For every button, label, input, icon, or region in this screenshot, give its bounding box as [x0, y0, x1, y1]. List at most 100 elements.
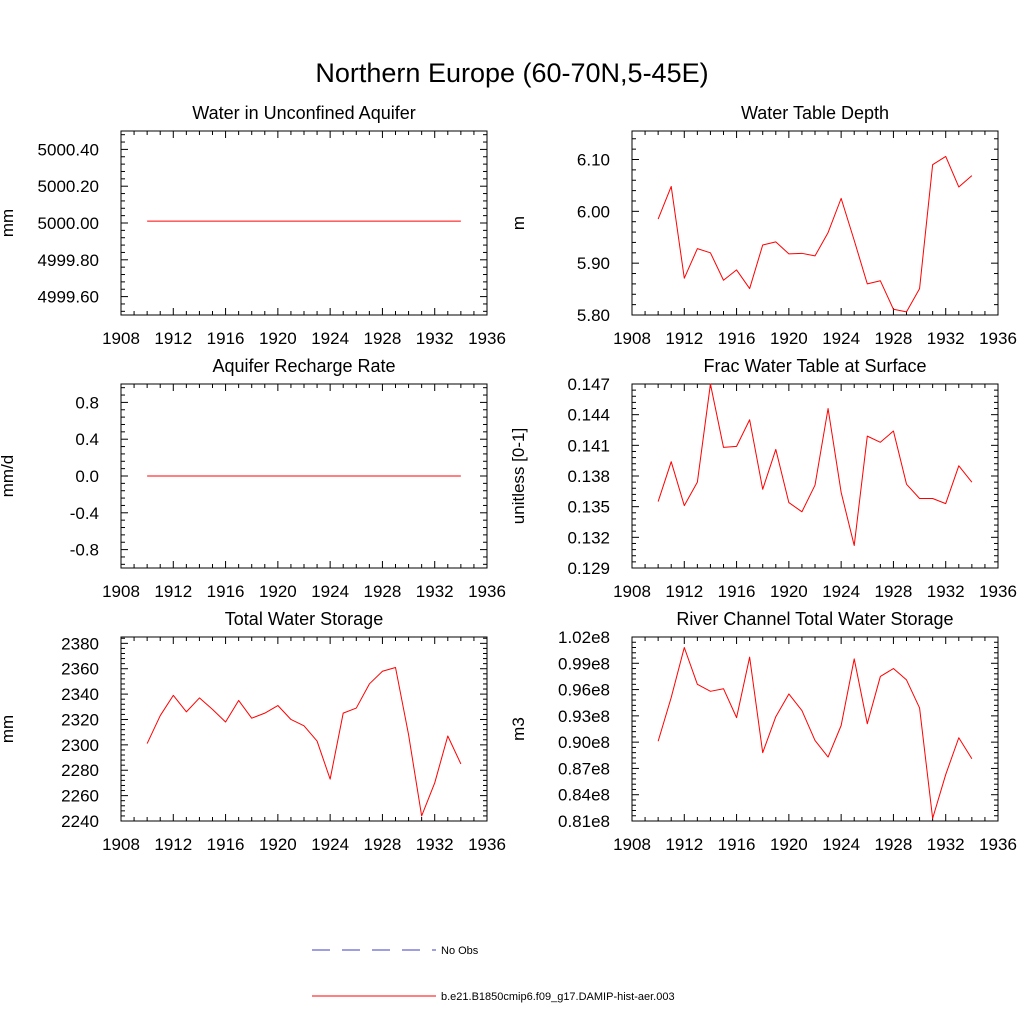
x-tick-label: 1920 — [259, 835, 297, 854]
y-tick-label: -0.4 — [70, 504, 99, 523]
x-tick-label: 1928 — [364, 329, 402, 348]
series-line — [657, 383, 973, 547]
y-tick-label: 0.138 — [567, 467, 610, 486]
x-tick-label: 1932 — [416, 582, 454, 601]
x-tick-label: 1924 — [311, 582, 349, 601]
chart-panels: Water in Unconfined Aquifer mm 1908 1912 191… — [0, 103, 1017, 854]
y-tick-label: 0.132 — [567, 528, 610, 547]
y-tick-label: 0.8 — [75, 393, 99, 412]
y-tick-label: 4999.60 — [38, 288, 99, 307]
x-tick-label: 1936 — [468, 582, 506, 601]
legend-label: No Obs — [441, 945, 479, 957]
panel-title: Total Water Storage — [225, 609, 383, 629]
y-tick-label: 2300 — [61, 736, 99, 755]
y-tick-label: 2260 — [61, 787, 99, 806]
x-tick-label: 1928 — [364, 582, 402, 601]
y-tick-label: 1.02e8 — [558, 628, 610, 647]
y-tick-label: 0.96e8 — [558, 681, 610, 700]
y-tick-label: 0.87e8 — [558, 759, 610, 778]
x-tick-label: 1928 — [875, 582, 913, 601]
legend-label: b.e21.B1850cmip6.f09_g17.DAMIP-hist-aer.… — [441, 991, 675, 1003]
x-tick-label: 1928 — [875, 835, 913, 854]
chart-panel: Total Water Storage mm 1908 1912 1916 1920 192… — [0, 609, 506, 854]
y-axis-label: m — [509, 216, 528, 230]
x-tick-label: 1912 — [154, 835, 192, 854]
x-tick-label: 1916 — [207, 835, 245, 854]
y-tick-label: 6.00 — [577, 202, 610, 221]
x-tick-label: 1936 — [979, 329, 1017, 348]
x-tick-label: 1920 — [770, 329, 808, 348]
x-tick-label: 1920 — [259, 329, 297, 348]
series-line — [146, 666, 462, 817]
x-tick-label: 1932 — [927, 329, 965, 348]
x-tick-label: 1908 — [102, 835, 140, 854]
y-tick-label: 5.90 — [577, 254, 610, 273]
x-tick-label: 1912 — [154, 582, 192, 601]
y-tick-label: 2380 — [61, 634, 99, 653]
y-tick-label: 0.93e8 — [558, 707, 610, 726]
x-tick-label: 1912 — [665, 329, 703, 348]
y-tick-label: 5000.00 — [38, 214, 99, 233]
y-tick-label: 5.80 — [577, 306, 610, 325]
x-tick-label: 1924 — [822, 835, 860, 854]
x-tick-label: 1920 — [259, 582, 297, 601]
x-tick-label: 1924 — [311, 329, 349, 348]
x-tick-label: 1936 — [979, 582, 1017, 601]
y-axis-label: mm — [0, 715, 17, 743]
x-tick-label: 1936 — [979, 835, 1017, 854]
x-tick-label: 1932 — [927, 582, 965, 601]
x-tick-label: 1916 — [207, 582, 245, 601]
plot-frame — [631, 636, 999, 822]
x-tick-label: 1908 — [613, 835, 651, 854]
panel-title: Frac Water Table at Surface — [703, 356, 926, 376]
x-tick-label: 1932 — [416, 329, 454, 348]
y-tick-label: 6.10 — [577, 151, 610, 170]
y-axis-label: m3 — [509, 717, 528, 741]
y-tick-label: 2240 — [61, 812, 99, 831]
chart-panel: River Channel Total Water Storage m3 1908 1… — [509, 609, 1017, 854]
y-tick-label: 0.141 — [567, 436, 610, 455]
y-tick-label: 0.0 — [75, 467, 99, 486]
y-tick-label: 2280 — [61, 761, 99, 780]
x-tick-label: 1916 — [207, 329, 245, 348]
x-tick-label: 1912 — [665, 582, 703, 601]
x-tick-label: 1908 — [102, 329, 140, 348]
x-tick-label: 1920 — [770, 582, 808, 601]
x-tick-label: 1908 — [102, 582, 140, 601]
y-tick-label: 0.147 — [567, 375, 610, 394]
figure-title: Northern Europe (60-70N,5-45E) — [315, 58, 708, 88]
x-tick-label: 1936 — [468, 329, 506, 348]
y-tick-label: 5000.40 — [38, 140, 99, 159]
x-tick-label: 1924 — [822, 582, 860, 601]
y-tick-label: 2360 — [61, 660, 99, 679]
x-tick-label: 1932 — [927, 835, 965, 854]
legend: No Obs b.e21.B1850cmip6.f09_g17.DAMIP-his… — [312, 945, 675, 1003]
x-tick-label: 1928 — [875, 329, 913, 348]
series-line — [657, 155, 973, 313]
x-tick-label: 1936 — [468, 835, 506, 854]
panel-title: Water Table Depth — [741, 103, 889, 123]
y-tick-label: 0.99e8 — [558, 654, 610, 673]
series-line — [657, 647, 973, 819]
y-tick-label: 5000.20 — [38, 177, 99, 196]
y-axis-label: mm/d — [0, 455, 17, 498]
panel-title: Aquifer Recharge Rate — [212, 356, 395, 376]
y-tick-label: 0.144 — [567, 406, 610, 425]
x-tick-label: 1908 — [613, 582, 651, 601]
x-tick-label: 1928 — [364, 835, 402, 854]
y-tick-label: 2320 — [61, 710, 99, 729]
y-tick-label: 0.4 — [75, 430, 99, 449]
x-tick-label: 1920 — [770, 835, 808, 854]
y-tick-label: 0.135 — [567, 498, 610, 517]
y-tick-label: -0.8 — [70, 541, 99, 560]
panel-title: Water in Unconfined Aquifer — [192, 103, 415, 123]
x-tick-label: 1916 — [718, 329, 756, 348]
plot-frame — [120, 130, 488, 316]
y-tick-label: 0.81e8 — [558, 812, 610, 831]
y-axis-label: mm — [0, 209, 17, 237]
x-tick-label: 1924 — [822, 329, 860, 348]
chart-panel: Aquifer Recharge Rate mm/d 1908 1912 1916 192… — [0, 356, 506, 601]
y-tick-label: 0.129 — [567, 559, 610, 578]
x-tick-label: 1932 — [416, 835, 454, 854]
